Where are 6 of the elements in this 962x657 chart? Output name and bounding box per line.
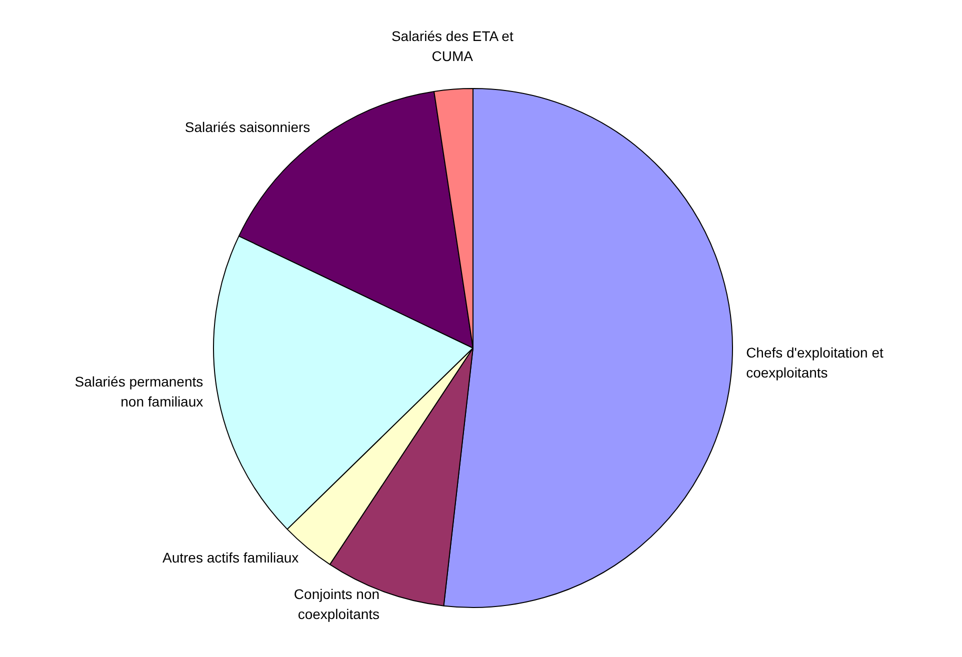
slice-label: Salariés permanents non familiaux: [74, 373, 204, 410]
slice-label: Salariés des ETA et CUMA: [391, 28, 514, 64]
slice-label: Salariés saisonniers: [184, 119, 310, 136]
slice-label: Autres actifs familiaux: [162, 550, 299, 566]
slice-label: Conjoints non coexploitants: [294, 586, 380, 622]
slice-label: Chefs d'exploitation et coexploitants: [746, 344, 884, 380]
